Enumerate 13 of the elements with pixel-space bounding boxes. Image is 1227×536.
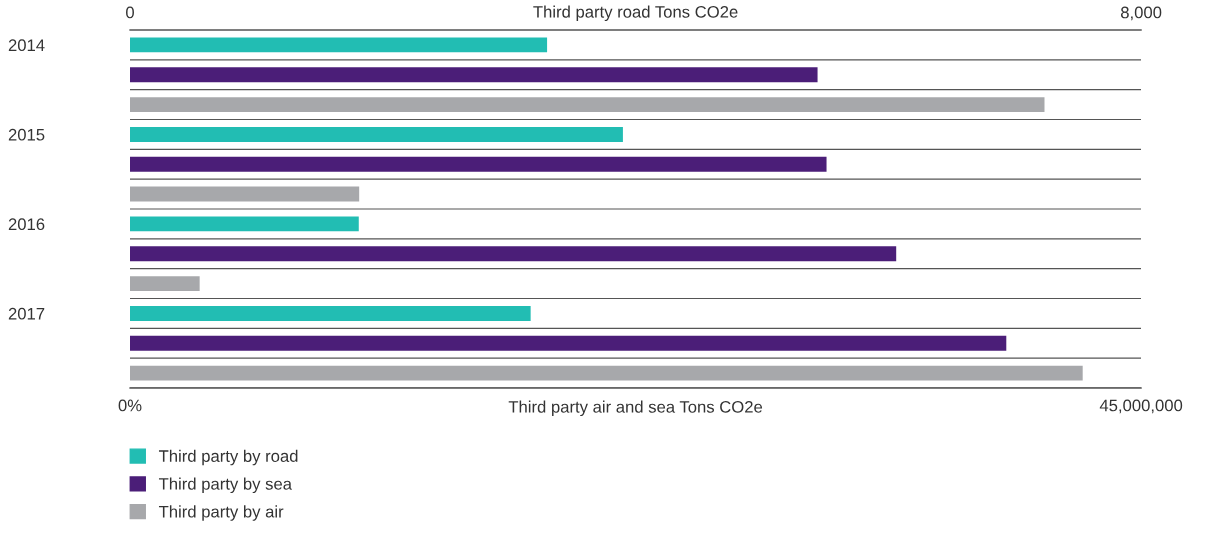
x-tick-label: 45,000,000 — [1099, 399, 1183, 414]
y-tick-label: 2014 — [8, 39, 45, 52]
x-axis-title: Third party air and sea Tons CO2e — [508, 400, 763, 417]
y-tick-label: 2017 — [8, 307, 45, 320]
x2-tick-label: 8,000 — [1120, 6, 1162, 21]
x-tick-label: 0% — [118, 399, 142, 412]
y-tick-label: 2016 — [8, 218, 45, 231]
x2-axis-title: Third party road Tons CO2e — [533, 5, 738, 22]
legend-label: Third party by sea — [158, 477, 292, 494]
legend-label: Third party by road — [158, 449, 298, 466]
x2-tick-label: 0 — [126, 6, 134, 19]
legend-label: Third party by air — [158, 505, 284, 521]
y-tick-label: 2015 — [8, 128, 45, 141]
